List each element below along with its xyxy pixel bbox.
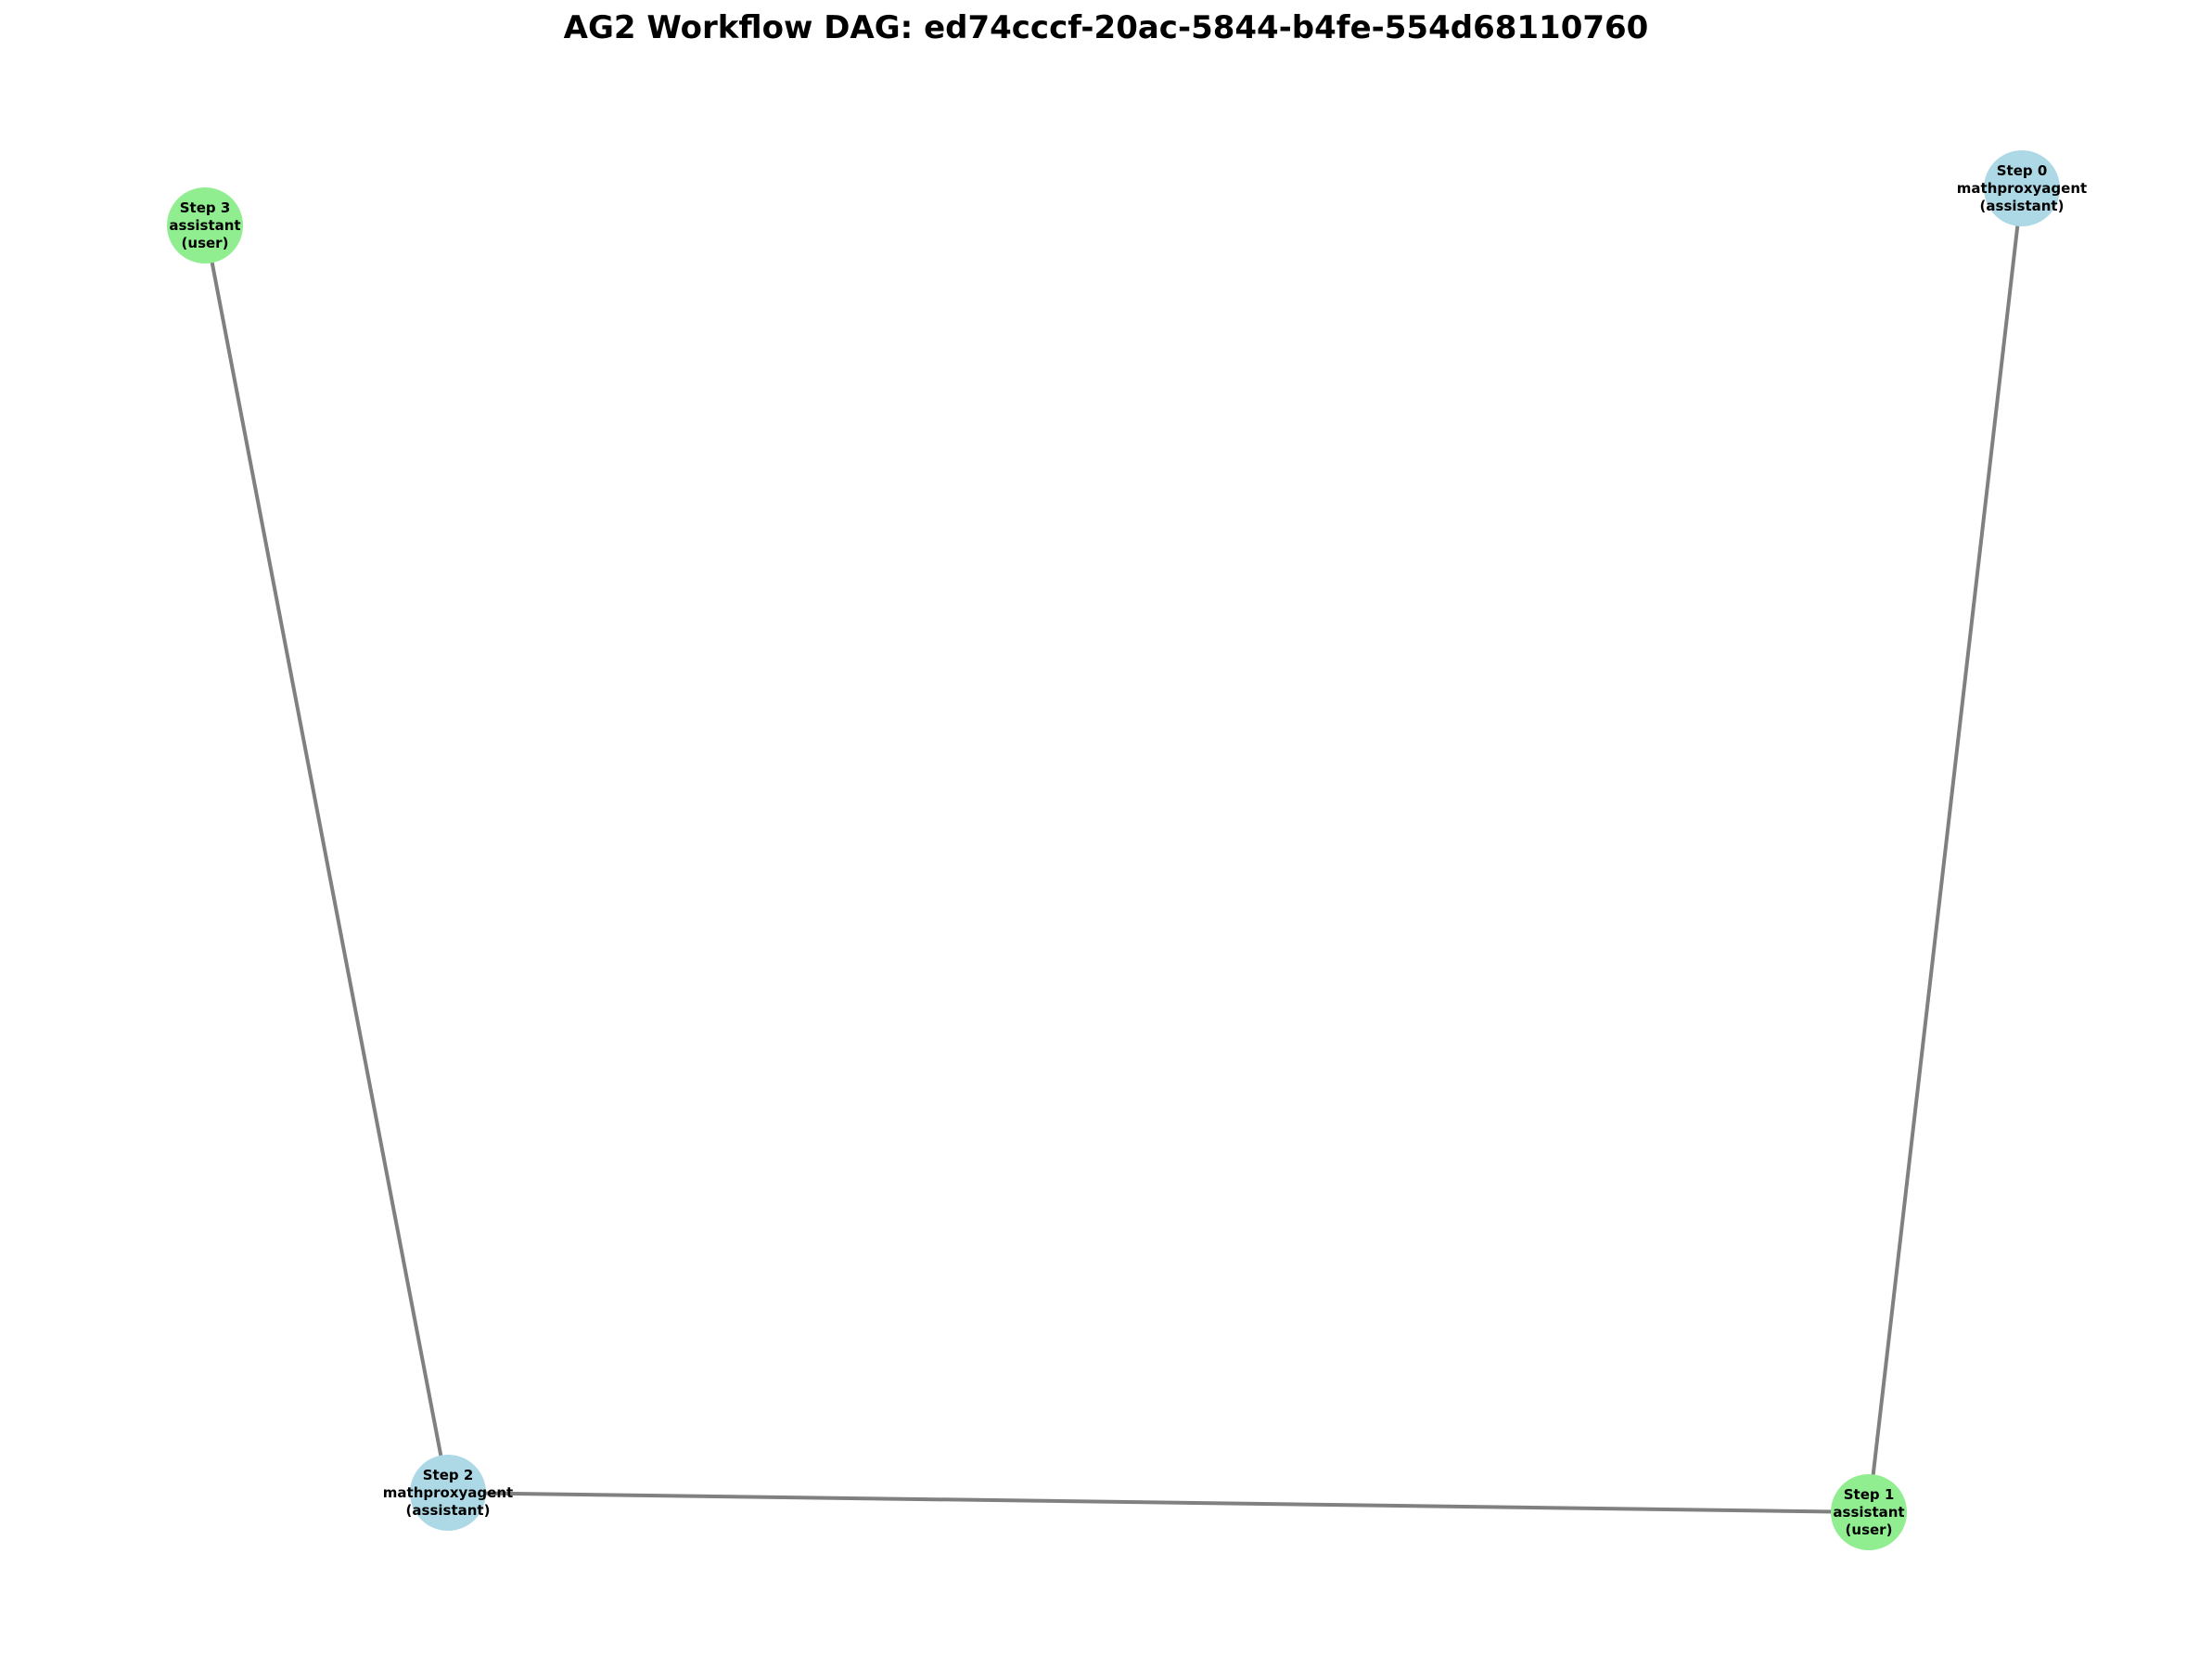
node-label-line: assistant	[169, 217, 240, 234]
node-label-line: Step 1	[1844, 1486, 1895, 1503]
chart-title: AG2 Workflow DAG: ed74cccf-20ac-5844-b4f…	[563, 9, 1649, 46]
node-label-line: (user)	[182, 235, 229, 251]
node-label-line: Step 0	[1997, 162, 2048, 179]
node-circle-step3	[167, 187, 243, 263]
edge-step1-step2	[446, 1491, 1871, 1514]
node-label-line: Step 3	[180, 199, 231, 216]
node-label-line: (user)	[1846, 1521, 1893, 1538]
node-label-line: mathproxyagent	[383, 1484, 513, 1501]
node-circle-step1	[1831, 1474, 1907, 1550]
edges-layer	[203, 186, 2024, 1514]
edge-step2-step3	[203, 224, 450, 1495]
edge-step0-step1	[1867, 186, 2024, 1514]
node-label-line: (assistant)	[406, 1502, 491, 1519]
node-circle-step0	[1984, 150, 2060, 226]
node-label-line: Step 2	[423, 1467, 474, 1483]
node-circle-step2	[410, 1455, 486, 1531]
node-label-line: mathproxyagent	[1957, 180, 2087, 197]
node-label-line: (assistant)	[1980, 198, 2065, 214]
node-label-line: assistant	[1833, 1504, 1904, 1521]
